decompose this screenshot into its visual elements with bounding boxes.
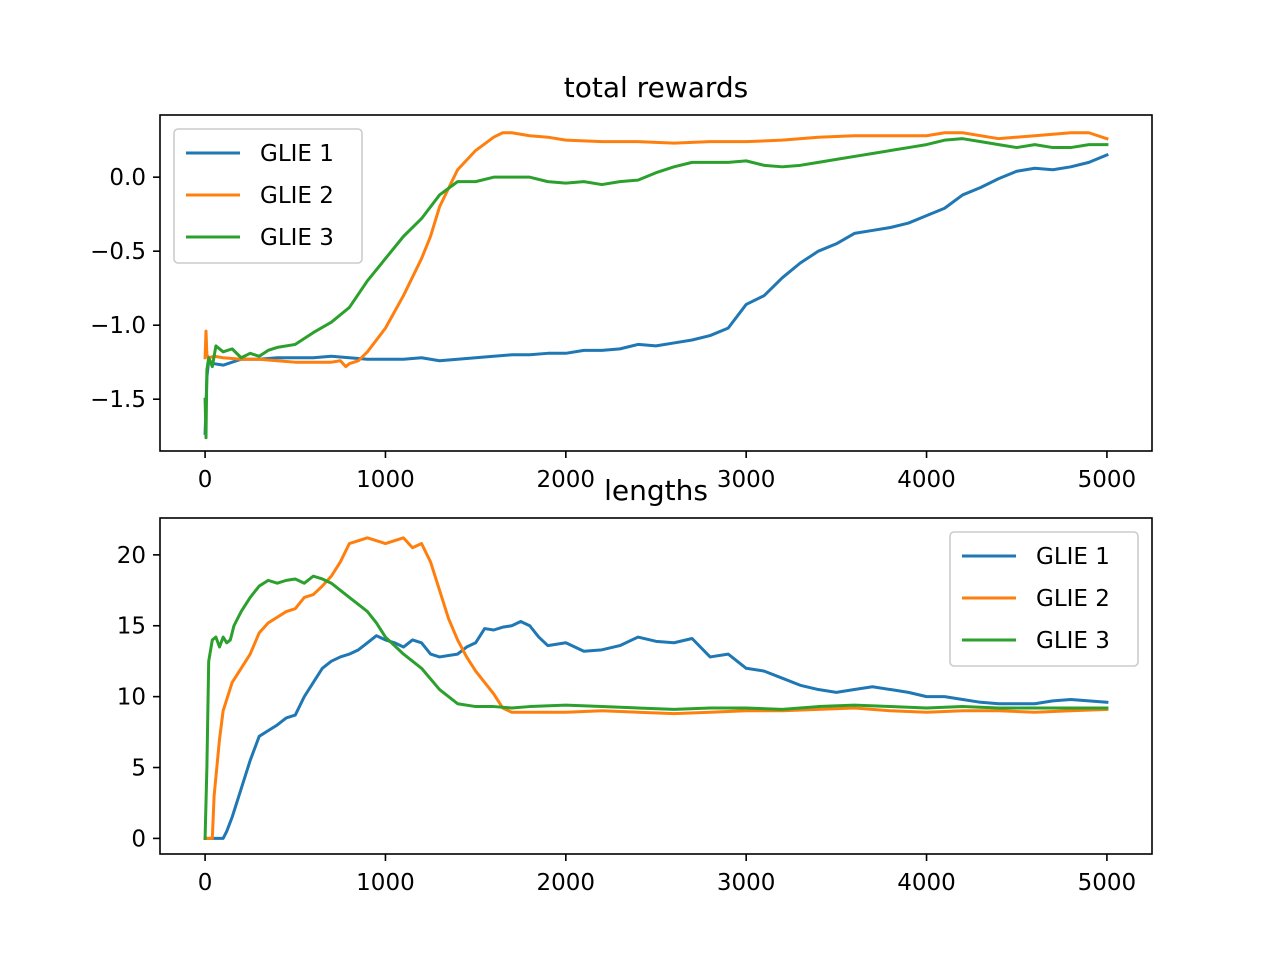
series-line-glie-1 bbox=[203, 619, 1109, 840]
legend-label: GLIE 3 bbox=[260, 225, 334, 251]
axes-frame bbox=[159, 517, 1153, 855]
series-line-glie-3 bbox=[203, 137, 1109, 440]
y-tick-label: −0.5 bbox=[90, 239, 146, 265]
x-tick-label: 3000 bbox=[717, 467, 776, 493]
legend-box bbox=[173, 128, 363, 264]
legend: GLIE 1 GLIE 2 GLIE 3 bbox=[173, 128, 363, 264]
x-tick-label: 4000 bbox=[897, 467, 956, 493]
legend-label: GLIE 1 bbox=[1036, 544, 1110, 570]
y-tick-label: 0 bbox=[131, 826, 146, 852]
chart-title: lengths bbox=[604, 474, 708, 507]
x-tick-label: 4000 bbox=[897, 870, 956, 896]
axes-frame bbox=[159, 114, 1153, 452]
legend-box bbox=[949, 531, 1139, 667]
chart-title: total rewards bbox=[564, 71, 749, 104]
y-tick-label: 5 bbox=[131, 756, 146, 782]
x-tick-label: 1000 bbox=[356, 870, 415, 896]
legend-label: GLIE 2 bbox=[1036, 586, 1110, 612]
x-tick-label: 1000 bbox=[356, 467, 415, 493]
series-line-glie-1 bbox=[203, 153, 1109, 435]
y-tick-label: −1.5 bbox=[90, 387, 146, 413]
y-tick-label: 0.0 bbox=[109, 165, 146, 191]
series-line-glie-3 bbox=[203, 574, 1109, 840]
legend-label: GLIE 2 bbox=[260, 183, 334, 209]
y-tick-label: 10 bbox=[117, 685, 146, 711]
y-tick-label: −1.0 bbox=[90, 313, 146, 339]
chart-panel-1: 0 1000 2000 3000 4000 5000 0.0 −0.5 −1.0 −1.5 tota… bbox=[90, 71, 1153, 493]
x-tick-label: 5000 bbox=[1078, 870, 1137, 896]
x-tick-label: 0 bbox=[198, 467, 213, 493]
x-tick-label: 2000 bbox=[537, 467, 596, 493]
x-tick-label: 3000 bbox=[717, 870, 776, 896]
legend: GLIE 1 GLIE 2 GLIE 3 bbox=[949, 531, 1139, 667]
x-tick-label: 5000 bbox=[1078, 467, 1137, 493]
legend-label: GLIE 1 bbox=[260, 141, 334, 167]
chart-panel-2: 0 1000 2000 3000 4000 5000 0 5 10 15 20 lengths GLIE… bbox=[117, 474, 1153, 896]
x-tick-label: 0 bbox=[198, 870, 213, 896]
legend-label: GLIE 3 bbox=[1036, 628, 1110, 654]
y-tick-label: 15 bbox=[117, 614, 146, 640]
y-tick-label: 20 bbox=[117, 543, 146, 569]
series-line-glie-2 bbox=[203, 536, 1109, 840]
x-tick-label: 2000 bbox=[537, 870, 596, 896]
series-line-glie-2 bbox=[203, 131, 1109, 369]
